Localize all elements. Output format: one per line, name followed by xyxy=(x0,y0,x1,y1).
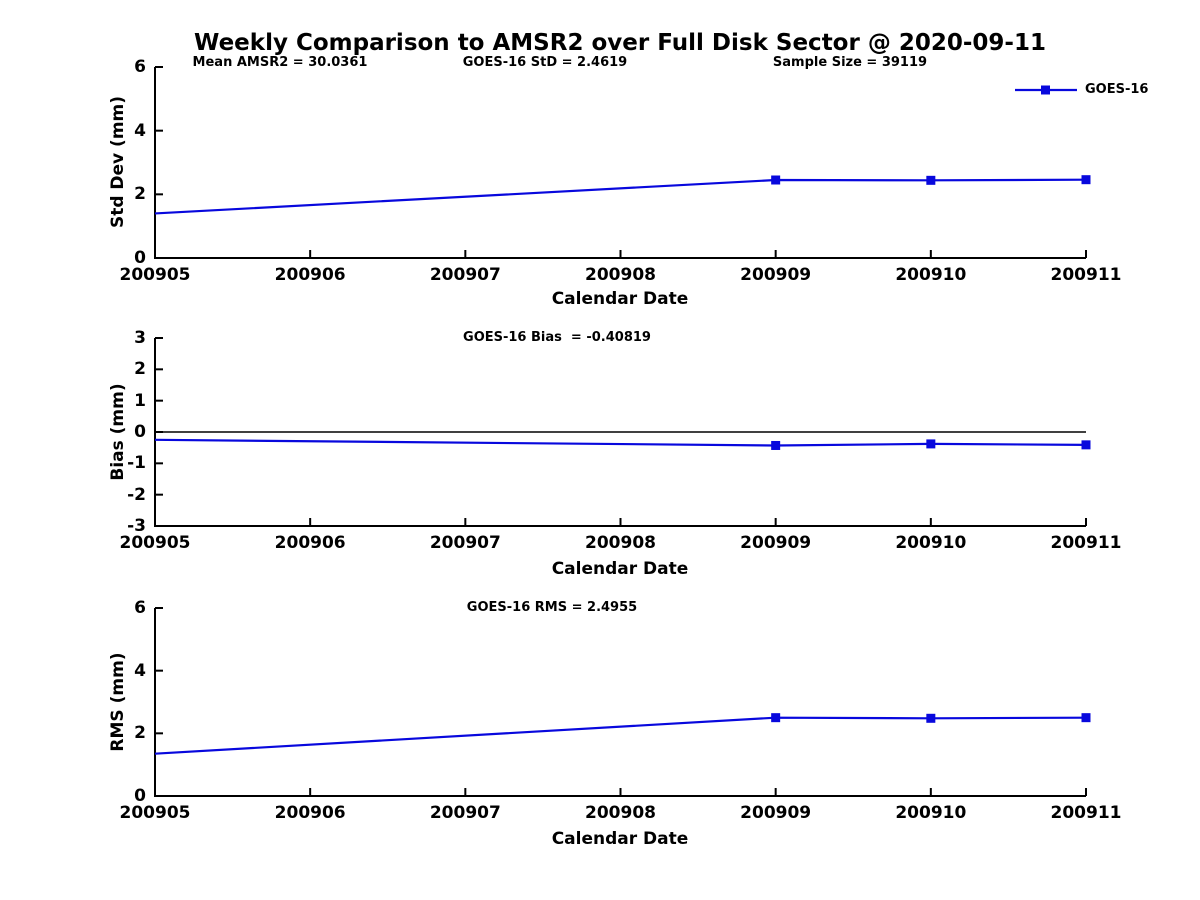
bias-y-tick-label: -1 xyxy=(127,453,146,474)
bias-y-tick-label: 0 xyxy=(134,422,146,442)
bias-y-tick-label: 2 xyxy=(134,359,146,380)
bias-annotation-goes16-bias: GOES-16 Bias = -0.40819 xyxy=(463,330,651,345)
std-dev-x-tick-label: 200909 xyxy=(740,265,812,285)
bias-data-marker xyxy=(771,440,781,450)
rms-data-marker xyxy=(1081,713,1091,723)
std-dev-data-line xyxy=(154,178,1087,215)
rms-x-tick-label: 200911 xyxy=(1050,803,1122,823)
rms-y-tick-label: 4 xyxy=(134,660,146,681)
rms-x-tick-label: 200905 xyxy=(119,803,191,823)
stddev-y-axis-label: Std Dev (mm) xyxy=(108,95,128,229)
bias-data-line xyxy=(154,438,1087,447)
std-dev-y-tick-label: 4 xyxy=(134,120,146,141)
rms-data-marker xyxy=(926,713,936,723)
rms-y-axis-label: RMS (mm) xyxy=(108,652,128,752)
std-dev-x-tick-label: 200910 xyxy=(895,265,967,285)
bias-x-tick-label: 200910 xyxy=(895,533,967,553)
std-dev-y-tick-label: 0 xyxy=(134,248,146,268)
bias-x-tick-label: 200911 xyxy=(1050,533,1122,553)
bias-x-tick-label: 200907 xyxy=(429,533,501,553)
bias-data-marker xyxy=(1081,440,1091,450)
rms-data-line xyxy=(154,716,1087,755)
legend: GOES-16 xyxy=(1014,82,1148,97)
rms-annotation-goes16-rms: GOES-16 RMS = 2.4955 xyxy=(466,600,638,615)
bias-data-marker xyxy=(926,439,936,449)
rms-x-tick-label: 200909 xyxy=(740,803,812,823)
rms-y-tick-label: 2 xyxy=(134,723,146,744)
stddev-annotation-mean-amsr2: Mean AMSR2 = 30.0361 xyxy=(192,55,368,70)
stddev-annotation-sample-size: Sample Size = 39119 xyxy=(772,55,928,70)
stddev-annotation-goes16-std: GOES-16 StD = 2.4619 xyxy=(462,55,628,70)
std-dev-x-tick-label: 200907 xyxy=(429,265,501,285)
rms-x-tick-label: 200907 xyxy=(429,803,501,823)
bias-x-tick-label: 200909 xyxy=(740,533,812,553)
rms-x-axis-label: Calendar Date xyxy=(551,829,689,849)
rms-x-tick-label: 200910 xyxy=(895,803,967,823)
std-dev-data-marker xyxy=(771,175,781,185)
stddev-x-axis-label: Calendar Date xyxy=(551,289,689,309)
rms-y-tick-label: 0 xyxy=(134,786,146,806)
bias-x-tick-label: 200905 xyxy=(119,533,191,553)
bias-x-tick-label: 200908 xyxy=(585,533,656,553)
rms-y-tick-label: 6 xyxy=(134,598,146,618)
legend-line-icon xyxy=(1015,85,1077,94)
rms-axis-spines xyxy=(154,608,1086,797)
std-dev-x-tick-label: 200905 xyxy=(119,265,191,285)
std-dev-data-marker xyxy=(1081,175,1091,185)
std-dev-data-marker xyxy=(926,175,936,185)
bias-y-tick-label: -2 xyxy=(127,484,146,505)
rms-x-tick-label: 200906 xyxy=(274,803,346,823)
legend-label: GOES-16 xyxy=(1085,82,1149,97)
std-dev-y-tick-label: 2 xyxy=(134,184,146,205)
bias-y-axis-label: Bias (mm) xyxy=(108,383,128,481)
bias-x-tick-label: 200906 xyxy=(274,533,346,553)
bias-y-tick-label: 3 xyxy=(134,328,146,348)
std-dev-axis-spines xyxy=(154,67,1086,259)
bias-y-tick-label: 1 xyxy=(134,390,146,411)
rms-data-marker xyxy=(771,713,781,723)
figure-title: Weekly Comparison to AMSR2 over Full Dis… xyxy=(194,30,1046,56)
std-dev-x-tick-label: 200906 xyxy=(274,265,346,285)
bias-y-tick-label: -3 xyxy=(127,516,146,536)
rms-x-tick-label: 200908 xyxy=(585,803,656,823)
std-dev-y-tick-label: 6 xyxy=(134,57,146,77)
std-dev-x-tick-label: 200908 xyxy=(585,265,656,285)
bias-x-axis-label: Calendar Date xyxy=(551,559,689,579)
std-dev-x-tick-label: 200911 xyxy=(1050,265,1122,285)
